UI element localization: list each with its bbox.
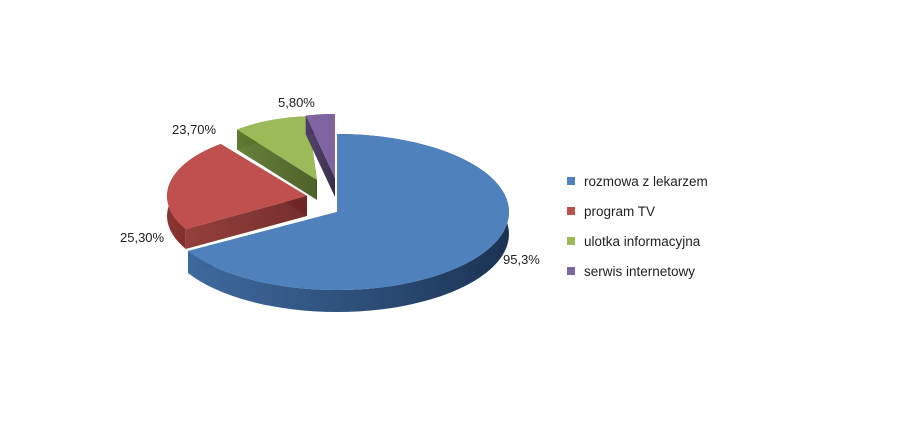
data-label-serwis-internetowy: 5,80% xyxy=(278,95,315,110)
pie-slices xyxy=(167,113,509,312)
legend-label: rozmowa z lekarzem xyxy=(584,173,708,189)
legend-item-serwis-internetowy: serwis internetowy xyxy=(567,256,767,286)
legend-swatch xyxy=(567,237,575,245)
data-label-ulotka-informacyjna: 23,70% xyxy=(172,122,217,137)
pie-slice-rozmowa-z-lekarzem xyxy=(188,134,509,312)
pie-slice-top-program-tv xyxy=(167,144,307,229)
legend-label: serwis internetowy xyxy=(584,263,696,279)
data-label-program-tv: 25,30% xyxy=(120,230,165,245)
pie-slice-cut-serwis-internetowy-0 xyxy=(305,115,335,197)
legend-swatch xyxy=(567,177,575,185)
pie-slice-cut-ulotka-informacyjna-0 xyxy=(237,129,317,200)
pie-slice-serwis-internetowy xyxy=(305,113,335,197)
pie-slice-top-ulotka-informacyjna xyxy=(237,116,317,180)
legend-swatch xyxy=(567,267,575,275)
pie-slice-top-serwis-internetowy xyxy=(305,113,335,178)
legend-label: ulotka informacyjna xyxy=(584,233,701,249)
legend-label: program TV xyxy=(584,203,656,219)
legend-item-program-tv: program TV xyxy=(567,196,767,226)
pie-data-labels: 23,70% 5,80% 25,30% 95,3% xyxy=(120,95,540,267)
legend-item-ulotka-informacyjna: ulotka informacyjna xyxy=(567,226,767,256)
data-label-rozmowa-z-lekarzem: 95,3% xyxy=(503,252,540,267)
legend: rozmowa z lekarzem program TV ulotka infor… xyxy=(567,166,767,286)
pie-slice-top-rozmowa-z-lekarzem xyxy=(188,134,509,291)
legend-swatch xyxy=(567,207,575,215)
pie-slice-ulotka-informacyjna xyxy=(237,116,317,200)
pie-slice-cut-program-tv-0 xyxy=(185,196,307,249)
legend-item-rozmowa-z-lekarzem: rozmowa z lekarzem xyxy=(567,166,767,196)
pie-slice-program-tv xyxy=(167,144,307,249)
